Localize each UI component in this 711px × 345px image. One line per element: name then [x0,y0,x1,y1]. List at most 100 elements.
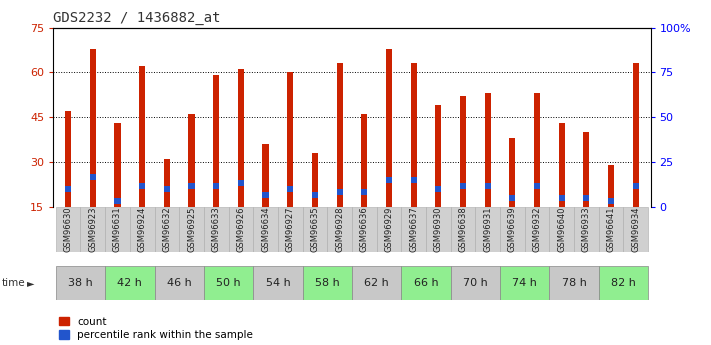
Bar [451,266,500,300]
Text: 62 h: 62 h [364,278,389,288]
Bar [303,207,327,252]
Bar [164,186,170,192]
Text: GSM96633: GSM96633 [212,207,220,252]
Bar [525,207,550,252]
Text: GSM96934: GSM96934 [631,207,641,252]
Text: GSM96640: GSM96640 [557,207,566,252]
Text: 46 h: 46 h [167,278,191,288]
Bar [599,266,648,300]
Bar [105,266,154,300]
Bar [327,207,352,252]
Bar [105,207,130,252]
Bar [608,165,614,207]
Bar [361,114,368,207]
Bar [534,184,540,189]
Bar [130,207,154,252]
Bar [583,195,589,201]
Bar [90,49,96,207]
Bar [55,207,80,252]
Text: 58 h: 58 h [315,278,340,288]
Bar [114,123,121,207]
Bar [559,123,565,207]
Bar [65,186,71,192]
Bar [624,207,648,252]
Text: GSM96637: GSM96637 [409,207,418,252]
Bar [204,266,253,300]
Text: GSM96638: GSM96638 [459,207,468,252]
Text: 42 h: 42 h [117,278,142,288]
Bar [336,189,343,195]
Text: GSM96636: GSM96636 [360,207,369,252]
Bar [550,207,574,252]
Bar [164,159,170,207]
Bar [460,96,466,207]
Bar [139,184,145,189]
Bar [336,63,343,207]
Bar [213,76,219,207]
Text: 78 h: 78 h [562,278,587,288]
Bar [435,105,442,207]
Text: 54 h: 54 h [265,278,290,288]
Bar [179,207,204,252]
Bar [287,72,294,207]
Text: 70 h: 70 h [463,278,488,288]
Bar [500,207,525,252]
Bar [509,138,515,207]
Bar [534,93,540,207]
Bar [426,207,451,252]
Bar [401,207,426,252]
Bar [262,144,269,207]
Bar [608,198,614,204]
Bar [262,193,269,198]
Bar [188,184,195,189]
Bar [361,189,368,195]
Bar [80,207,105,252]
Bar [90,175,96,180]
Bar [476,207,500,252]
Bar [352,207,377,252]
Text: GSM96932: GSM96932 [533,207,542,252]
Text: GSM96928: GSM96928 [335,207,344,252]
Legend: count, percentile rank within the sample: count, percentile rank within the sample [58,317,253,340]
Bar [386,49,392,207]
Text: GSM96927: GSM96927 [286,207,295,252]
Bar [287,186,294,192]
Bar [574,207,599,252]
Bar [485,184,491,189]
Text: 82 h: 82 h [611,278,636,288]
Bar [303,266,352,300]
Text: GSM96929: GSM96929 [385,207,393,252]
Bar [114,198,121,204]
Text: GSM96630: GSM96630 [63,207,73,252]
Bar [460,184,466,189]
Bar [65,111,71,207]
Bar [386,177,392,183]
Bar [500,266,550,300]
Text: GSM96926: GSM96926 [236,207,245,252]
Text: 38 h: 38 h [68,278,93,288]
Bar [312,193,318,198]
Bar [401,266,451,300]
Text: 74 h: 74 h [512,278,537,288]
Bar [509,195,515,201]
Bar [352,266,401,300]
Bar [312,153,318,207]
Text: GSM96933: GSM96933 [582,207,591,252]
Bar [139,67,145,207]
Bar [154,207,179,252]
Bar [237,69,244,207]
Bar [633,63,639,207]
Bar [410,63,417,207]
Bar [633,184,639,189]
Bar [410,177,417,183]
Bar [154,266,204,300]
Bar [550,266,599,300]
Bar [188,114,195,207]
Bar [278,207,303,252]
Text: GSM96634: GSM96634 [261,207,270,252]
Bar [599,207,624,252]
Text: GSM96639: GSM96639 [508,207,517,252]
Bar [55,266,105,300]
Text: 66 h: 66 h [414,278,438,288]
Bar [377,207,401,252]
